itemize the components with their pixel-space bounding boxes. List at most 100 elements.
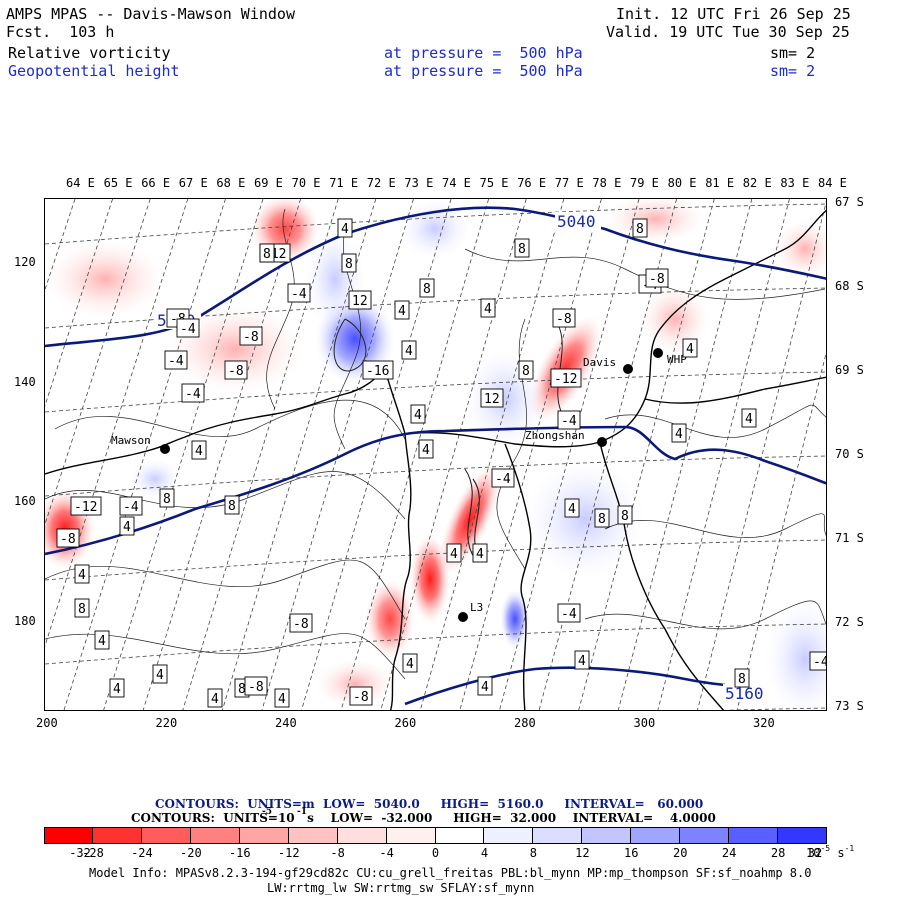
vorticity-max-blob <box>410 534 450 624</box>
vorticity-label: 4 <box>341 222 349 237</box>
vorticity-label-box <box>207 688 223 708</box>
longitude-label: 78 E <box>592 176 622 190</box>
coastline-path <box>504 443 532 710</box>
vorticity-label-box <box>418 439 434 459</box>
longitude-label: 75 E <box>479 176 509 190</box>
colorbar-segment <box>729 827 779 844</box>
colorbar-label: 20 <box>672 846 688 860</box>
colorbar-label: -8 <box>330 846 345 860</box>
field1-name: Relative vorticity <box>8 44 171 62</box>
station-dot-zhongshan <box>597 437 607 447</box>
vorticity-label-box <box>337 218 353 238</box>
longitude-label: 80 E <box>667 176 697 190</box>
latitude-label: 72 S <box>835 615 864 629</box>
vorticity-label-box <box>491 468 515 488</box>
vorticity-blob <box>305 229 365 329</box>
vorticity-label-box <box>181 383 205 403</box>
parallel-line <box>45 539 826 581</box>
field1-smoothing: sm= 2 <box>770 44 816 62</box>
station-label: WHP <box>667 353 687 366</box>
longitude-label: 81 E <box>705 176 735 190</box>
station-dot-davis <box>623 364 633 374</box>
vorticity-label: -4 <box>561 607 577 622</box>
vorticity-label: -4 <box>123 500 139 515</box>
field2-pressure: at pressure = 500 hPa <box>384 62 583 80</box>
vorticity-max-blob <box>365 579 415 659</box>
colorbar-label: -20 <box>180 846 202 860</box>
longitude-label: 64 E <box>66 176 95 190</box>
vorticity-label-box <box>74 564 90 584</box>
longitude-label: 70 E <box>291 176 321 190</box>
colorbar-label: 0 <box>431 846 440 860</box>
colorbar-unit: 10-5 s-1 <box>806 844 855 860</box>
colorbar-segment <box>44 827 93 844</box>
station-label: Davis <box>583 356 616 369</box>
vorticity-contour <box>333 318 367 372</box>
vorticity-shading <box>45 199 826 710</box>
longitude-label: 66 E <box>141 176 171 190</box>
vorticity-label: 4 <box>113 682 121 697</box>
station-dot-mawson <box>160 444 170 454</box>
meridian-line <box>103 199 264 710</box>
vorticity-label: 8 <box>621 509 629 524</box>
colorbar-segment <box>386 827 436 844</box>
x-tick-label: 320 <box>753 716 775 730</box>
vorticity-label-box <box>74 598 90 618</box>
height-label-bg <box>555 212 601 230</box>
colorbar-label: -32 <box>69 846 91 860</box>
meridian-line <box>380 199 527 710</box>
meridian-line <box>261 199 414 710</box>
vorticity-label-box <box>274 688 290 708</box>
vorticity-label: 8 <box>636 222 644 237</box>
longitude-label: 67 E <box>178 176 208 190</box>
colorbar-label: 24 <box>721 846 737 860</box>
longitude-label: 73 E <box>404 176 434 190</box>
colorbar-segment <box>778 827 827 844</box>
vorticity-label-box <box>109 678 125 698</box>
vorticity-label: -4 <box>291 287 307 302</box>
colorbar-unit-s-exp: -1 <box>844 844 855 853</box>
colorbar-segment <box>484 827 534 844</box>
vorticity-label-box <box>348 290 372 310</box>
vorticity-label-box <box>557 410 581 430</box>
vorticity-label-box <box>362 360 394 380</box>
coastline-path <box>384 368 412 710</box>
vorticity-label: 8 <box>345 257 353 272</box>
colorbar-segment <box>631 827 681 844</box>
station-labels: Mawson Davis WHP Zhongshan L3 <box>111 353 687 614</box>
longitude-label: 83 E <box>780 176 810 190</box>
vorticity-label-box <box>191 440 207 460</box>
coastline-path <box>644 376 826 404</box>
height-contour-5100 <box>45 425 826 556</box>
vorticity-contour <box>45 471 406 520</box>
colorbar-segment <box>190 827 240 844</box>
vorticity-label: 12 <box>352 294 368 309</box>
colorbar-label: 16 <box>624 846 639 860</box>
colorbar-segment <box>337 827 387 844</box>
colorbar-label: 4 <box>480 846 489 860</box>
colorbar-unit-s: s <box>837 846 845 860</box>
vorticity-contour <box>266 208 295 410</box>
vorticity-label-box <box>224 495 240 515</box>
vorticity-label-box <box>480 388 504 408</box>
vorticity-label-box <box>119 496 143 516</box>
field2-smoothing: sm= 2 <box>770 62 816 80</box>
valid-time: Valid. 19 UTC Tue 30 Sep 25 <box>606 23 850 41</box>
vorticity-blob <box>605 199 705 244</box>
vorticity-contour <box>45 633 406 680</box>
vorticity-label: 4 <box>211 692 219 707</box>
latitude-label: 70 S <box>835 447 864 461</box>
station-label: Mawson <box>111 434 151 447</box>
height-label: 5160 <box>725 684 764 703</box>
vorticity-label: -8 <box>60 532 76 547</box>
vorticity-label: -4 <box>561 414 577 429</box>
vorticity-blob <box>640 284 710 354</box>
vorticity-label: -8 <box>293 617 309 632</box>
parallel-line <box>45 455 826 497</box>
colorbar-segment <box>239 827 289 844</box>
latitude-label: 68 S <box>835 279 864 293</box>
vorticity-label-box <box>159 488 175 508</box>
vorticity-label: 8 <box>423 282 431 297</box>
vorticity-label-box <box>480 298 496 318</box>
